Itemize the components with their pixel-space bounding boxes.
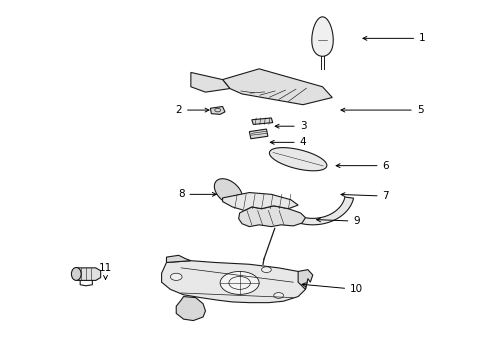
Polygon shape	[161, 261, 307, 303]
Text: 1: 1	[362, 33, 425, 43]
Text: 3: 3	[275, 121, 305, 131]
Text: 9: 9	[316, 216, 359, 226]
Polygon shape	[76, 268, 101, 280]
Text: 7: 7	[340, 191, 388, 201]
Polygon shape	[251, 118, 272, 125]
Ellipse shape	[170, 273, 182, 280]
Ellipse shape	[220, 271, 259, 294]
Polygon shape	[298, 270, 312, 289]
Ellipse shape	[261, 267, 271, 273]
Text: 4: 4	[270, 138, 305, 147]
Polygon shape	[190, 72, 229, 92]
Ellipse shape	[273, 293, 283, 298]
Text: 10: 10	[302, 283, 363, 294]
Polygon shape	[249, 129, 267, 139]
Polygon shape	[238, 206, 305, 226]
Text: 2: 2	[175, 105, 208, 115]
Polygon shape	[311, 17, 332, 56]
Text: 6: 6	[335, 161, 388, 171]
Polygon shape	[176, 297, 205, 320]
Polygon shape	[214, 179, 242, 205]
Polygon shape	[166, 255, 190, 262]
Text: 11: 11	[99, 263, 112, 279]
Polygon shape	[222, 69, 331, 105]
Polygon shape	[269, 148, 326, 171]
Polygon shape	[273, 197, 353, 225]
Text: 5: 5	[340, 105, 423, 115]
Ellipse shape	[71, 267, 81, 280]
Text: 8: 8	[178, 189, 216, 199]
Polygon shape	[222, 193, 298, 211]
Polygon shape	[210, 107, 224, 114]
